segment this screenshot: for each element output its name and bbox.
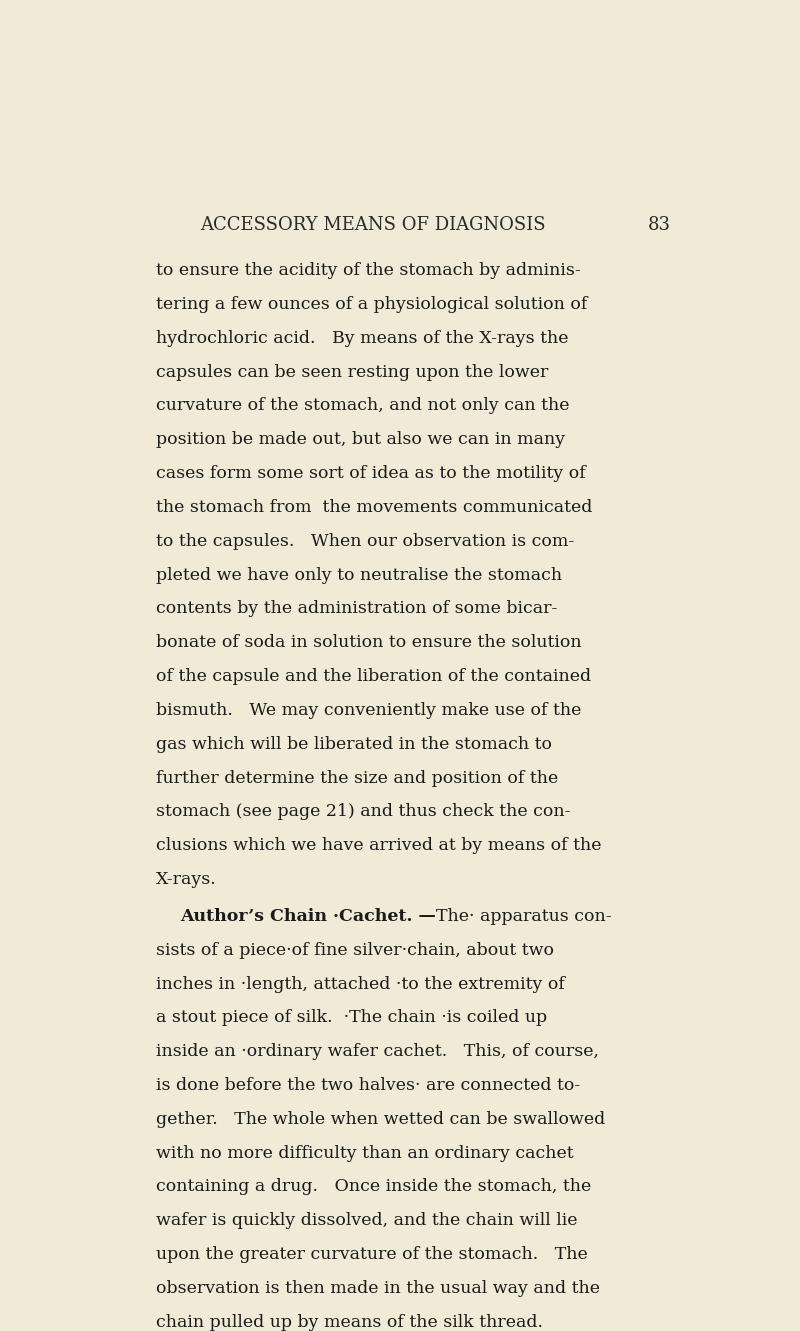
- Text: of the capsule and the liberation of the contained: of the capsule and the liberation of the…: [156, 668, 591, 685]
- Text: contents by the administration of some bicar-: contents by the administration of some b…: [156, 600, 557, 618]
- Text: 83: 83: [647, 216, 670, 234]
- Text: inside an ·ordinary wafer cachet.   This, of course,: inside an ·ordinary wafer cachet. This, …: [156, 1044, 598, 1061]
- Text: gether.   The whole when wetted can be swallowed: gether. The whole when wetted can be swa…: [156, 1111, 605, 1127]
- Text: the stomach from  the movements communicated: the stomach from the movements communica…: [156, 499, 592, 516]
- Text: cases form some sort of idea as to the motility of: cases form some sort of idea as to the m…: [156, 465, 586, 482]
- Text: pleted we have only to neutralise the stomach: pleted we have only to neutralise the st…: [156, 567, 562, 583]
- Text: wafer is quickly dissolved, and the chain will lie: wafer is quickly dissolved, and the chai…: [156, 1213, 578, 1230]
- Text: bismuth.   We may conveniently make use of the: bismuth. We may conveniently make use of…: [156, 701, 581, 719]
- Text: inches in ·length, attached ·to the extremity of: inches in ·length, attached ·to the extr…: [156, 976, 565, 993]
- Text: capsules can be seen resting upon the lower: capsules can be seen resting upon the lo…: [156, 363, 548, 381]
- Text: sists of a piece·of fine silver·chain, about two: sists of a piece·of fine silver·chain, a…: [156, 942, 554, 958]
- Text: X-rays.: X-rays.: [156, 870, 217, 888]
- Text: is done before the two halves· are connected to-: is done before the two halves· are conne…: [156, 1077, 580, 1094]
- Text: gas which will be liberated in the stomach to: gas which will be liberated in the stoma…: [156, 736, 552, 753]
- Text: clusions which we have arrived at by means of the: clusions which we have arrived at by mea…: [156, 837, 602, 855]
- Text: ACCESSORY MEANS OF DIAGNOSIS: ACCESSORY MEANS OF DIAGNOSIS: [200, 216, 546, 234]
- Text: upon the greater curvature of the stomach.   The: upon the greater curvature of the stomac…: [156, 1246, 587, 1263]
- Text: observation is then made in the usual way and the: observation is then made in the usual wa…: [156, 1280, 600, 1296]
- Text: further determine the size and position of the: further determine the size and position …: [156, 769, 558, 787]
- Text: to ensure the acidity of the stomach by adminis-: to ensure the acidity of the stomach by …: [156, 262, 581, 280]
- Text: position be made out, but also we can in many: position be made out, but also we can in…: [156, 431, 565, 449]
- Text: to the capsules.   When our observation is com-: to the capsules. When our observation is…: [156, 532, 574, 550]
- Text: tering a few ounces of a physiological solution of: tering a few ounces of a physiological s…: [156, 295, 587, 313]
- Text: with no more difficulty than an ordinary cachet: with no more difficulty than an ordinary…: [156, 1145, 574, 1162]
- Text: chain pulled up by means of the silk thread.: chain pulled up by means of the silk thr…: [156, 1314, 542, 1331]
- Text: bonate of soda in solution to ensure the solution: bonate of soda in solution to ensure the…: [156, 635, 582, 651]
- Text: hydrochloric acid.   By means of the X-rays the: hydrochloric acid. By means of the X-ray…: [156, 330, 568, 347]
- Text: curvature of the stomach, and not only can the: curvature of the stomach, and not only c…: [156, 398, 570, 414]
- Text: Author’s Chain ·Cachet. —: Author’s Chain ·Cachet. —: [181, 908, 436, 925]
- Text: a stout piece of silk.  ·The chain ·is coiled up: a stout piece of silk. ·The chain ·is co…: [156, 1009, 547, 1026]
- Text: stomach (see page 21) and thus check the con-: stomach (see page 21) and thus check the…: [156, 804, 570, 820]
- Text: The· apparatus con-: The· apparatus con-: [436, 908, 612, 925]
- Text: containing a drug.   Once inside the stomach, the: containing a drug. Once inside the stoma…: [156, 1178, 591, 1195]
